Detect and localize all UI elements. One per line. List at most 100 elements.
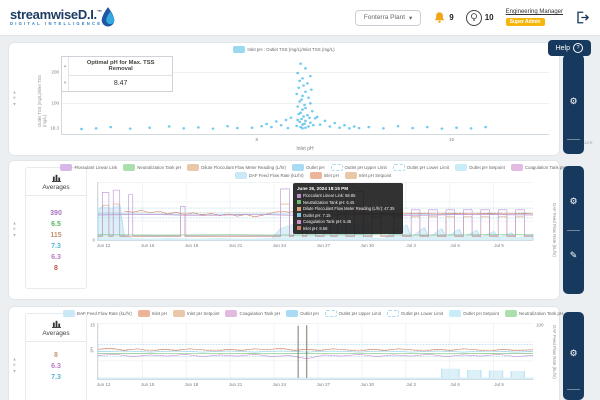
legend-swatch [505,310,517,317]
user-menu[interactable]: Engineering Manager Super Admin [505,9,563,26]
tooltip-row: Dilute Flocculant Flow Meter Reading (L/… [297,206,399,211]
panel-ph-tss-scatter: ▴ ≡ ▾ Inlet pH : Outlet TSS (mg/L)/Inlet T… [8,42,560,156]
gear-icon[interactable]: ⚙ [569,196,578,206]
x-axis-tick: Jun 15 [140,243,155,248]
average-value: 6.5 [51,221,61,228]
alerts-group[interactable]: 9 [433,11,454,24]
scatter-plot-area[interactable]: 200 100 18.3 8 10 [50,59,549,142]
legend-item[interactable]: Outlet pH Upper Limit [330,164,387,171]
panel-drag-handle[interactable]: ▴ ≡ ▾ [13,220,16,238]
legend-item[interactable]: Neutralization Tank pH [123,164,181,171]
legend-item[interactable]: Coagulation Tank pH [510,164,566,171]
legend-label: Outlet pH Upper Limit [338,311,381,316]
legend-item[interactable]: Coagulation Tank pH [225,310,280,317]
insights-group[interactable]: 10 [465,9,494,26]
legend-swatch [344,172,357,179]
y-axis-tick: 100 [51,100,59,106]
x-axis-tick: Jun 21 [228,243,243,248]
legend-item[interactable]: Outlet pH Setpoint [454,164,505,171]
x-axis-tick: Jun 30 [360,382,375,387]
legend-swatch [386,310,399,317]
legend-item[interactable]: Inlet pH : Outlet TSS (mg/L)/Inlet TSS (… [233,46,335,53]
legend-label: Coagulation Tank pH [239,311,281,316]
panel-drag-handle[interactable]: ▴ ≡ ▾ [13,356,16,374]
tooltip-swatch [297,206,301,211]
question-icon: ? [573,43,583,53]
user-role[interactable]: Engineering Manager [505,9,563,16]
legend-label: Outlet pH Setpoint [468,165,505,170]
legend-swatch [286,310,299,317]
legend-swatch [123,164,136,171]
legend-item[interactable]: Outlet pH [291,164,325,171]
average-value: 390 [50,210,62,217]
edit-chart-icon[interactable]: ✎ [569,250,578,260]
y-axis-label: Outlet TSS (mg/L)/Inlet TSS (mg/L) [37,75,47,127]
averages-panel: Averages 8 6.3 7.3 [25,313,87,400]
gear-icon[interactable]: ⚙ [569,96,578,106]
legend-label: Flocculant Linear Link [74,165,118,170]
y-axis-label: pH [89,347,94,353]
legend-label: Inlet pH [151,311,167,316]
help-button[interactable]: Help ? [547,40,591,56]
averages-title: Averages [42,184,70,191]
right-axis-label: DAF Feed Flow Rate (kL/hr) [552,325,557,379]
legend-item[interactable]: DAF Feed Flow Rate (kL/hr) [234,172,304,179]
legend-label: Inlet pH : Outlet TSS (mg/L)/Inlet TSS (… [247,47,335,52]
app-logo: streamwiseD.I.™ DIGITAL INTELLIGENCE [10,6,117,28]
legend-label: Outlet pH [305,165,325,170]
tooltip-row: Inlet pH: 8.58 [297,226,399,231]
tooltip-label: Flocculant Linear Link: 58.85 [303,193,356,198]
chart-tooltip: June 26, 2024 18:15 PM Flocculant Linear… [293,183,403,234]
legend-item[interactable]: Outlet pH [286,310,319,317]
legend-label: Inlet pH Setpoint [358,173,392,178]
average-value: 8 [54,352,58,359]
legend-swatch [291,164,304,171]
legend-swatch [172,310,185,317]
bell-icon[interactable] [433,11,446,24]
legend-item[interactable]: Outlet pH Lower Limit [386,310,443,317]
legend-item[interactable]: Outlet pH Lower Limit [392,164,449,171]
x-axis-tick: Jul 9 [494,382,504,387]
annotation-increase-button[interactable]: ▴ [64,62,67,68]
average-value: 7.3 [51,243,61,250]
x-axis-tick: Jul 9 [494,243,504,248]
x-axis-tick: Jun 27 [316,382,331,387]
tooltip-swatch [297,193,301,198]
legend-label: Neutralization Tank pH [137,165,182,170]
panel3-action-bar: ⚙ [563,312,584,400]
annotation-optimal-ph[interactable]: ▴ ▾ Optimal pH for Max. TSS Removal 8.47 [61,56,173,92]
legend-item[interactable]: Neutralization Tank pH [505,310,563,317]
legend-item[interactable]: Inlet pH Setpoint [344,172,392,179]
x-axis-label: Inlet pH [296,146,314,152]
legend-label: Inlet pH Setpoint [186,311,220,316]
x-axis-tick: Jun 30 [360,243,375,248]
panel2-action-bar: ⚙ ✎ [563,166,584,294]
averages-title: Averages [42,330,70,337]
legend-item[interactable]: Outlet pH Upper Limit [324,310,381,317]
legend-swatch [449,310,462,317]
x-axis-tick: Jun 21 [228,382,243,387]
lightbulb-icon[interactable] [465,9,482,26]
legend-item[interactable]: Inlet pH Setpoint [172,310,220,317]
legend-item[interactable]: Inlet pH [137,310,167,317]
tooltip-swatch [297,219,301,224]
legend-label: Inlet pH [323,173,339,178]
annotation-decrease-button[interactable]: ▾ [64,79,67,85]
legend-item[interactable]: Flocculant Linear Link [60,164,117,171]
panel-flocculant-timeseries: ▴ ≡ ▾ Averages 390 6.5 115 7.3 6.3 8 Flocculant… [8,160,566,300]
tooltip-label: Outlet pH: 7.15 [303,212,331,218]
y-axis-tick: 18.3 [50,125,59,131]
legend-item[interactable]: Inlet pH [309,172,339,179]
legend-item[interactable]: DAF Feed Flow Rate (kL/hr) [62,310,132,317]
secondary-axis-tick: 14 k [584,140,593,145]
plant-selector[interactable]: Fonterra Plant ▾ [354,9,422,26]
legend-label: Outlet pH Setpoint [463,311,499,316]
gear-icon[interactable]: ⚙ [569,348,578,358]
x-axis-tick: Jul 3 [406,382,416,387]
annotation-value: 8.47 [113,80,128,87]
legend-item[interactable]: Outlet pH Setpoint [449,310,499,317]
logout-icon[interactable] [575,10,590,25]
legend-item[interactable]: Dilute Flocculant Flow Meter Reading (L/… [187,164,286,171]
panel-drag-handle[interactable]: ▴ ≡ ▾ [13,89,16,107]
timeseries-plot-area[interactable]: 15 100 Jun 12 Jun 15 Jun 18 Jun 21 Jun 24 Jun… [90,322,544,387]
